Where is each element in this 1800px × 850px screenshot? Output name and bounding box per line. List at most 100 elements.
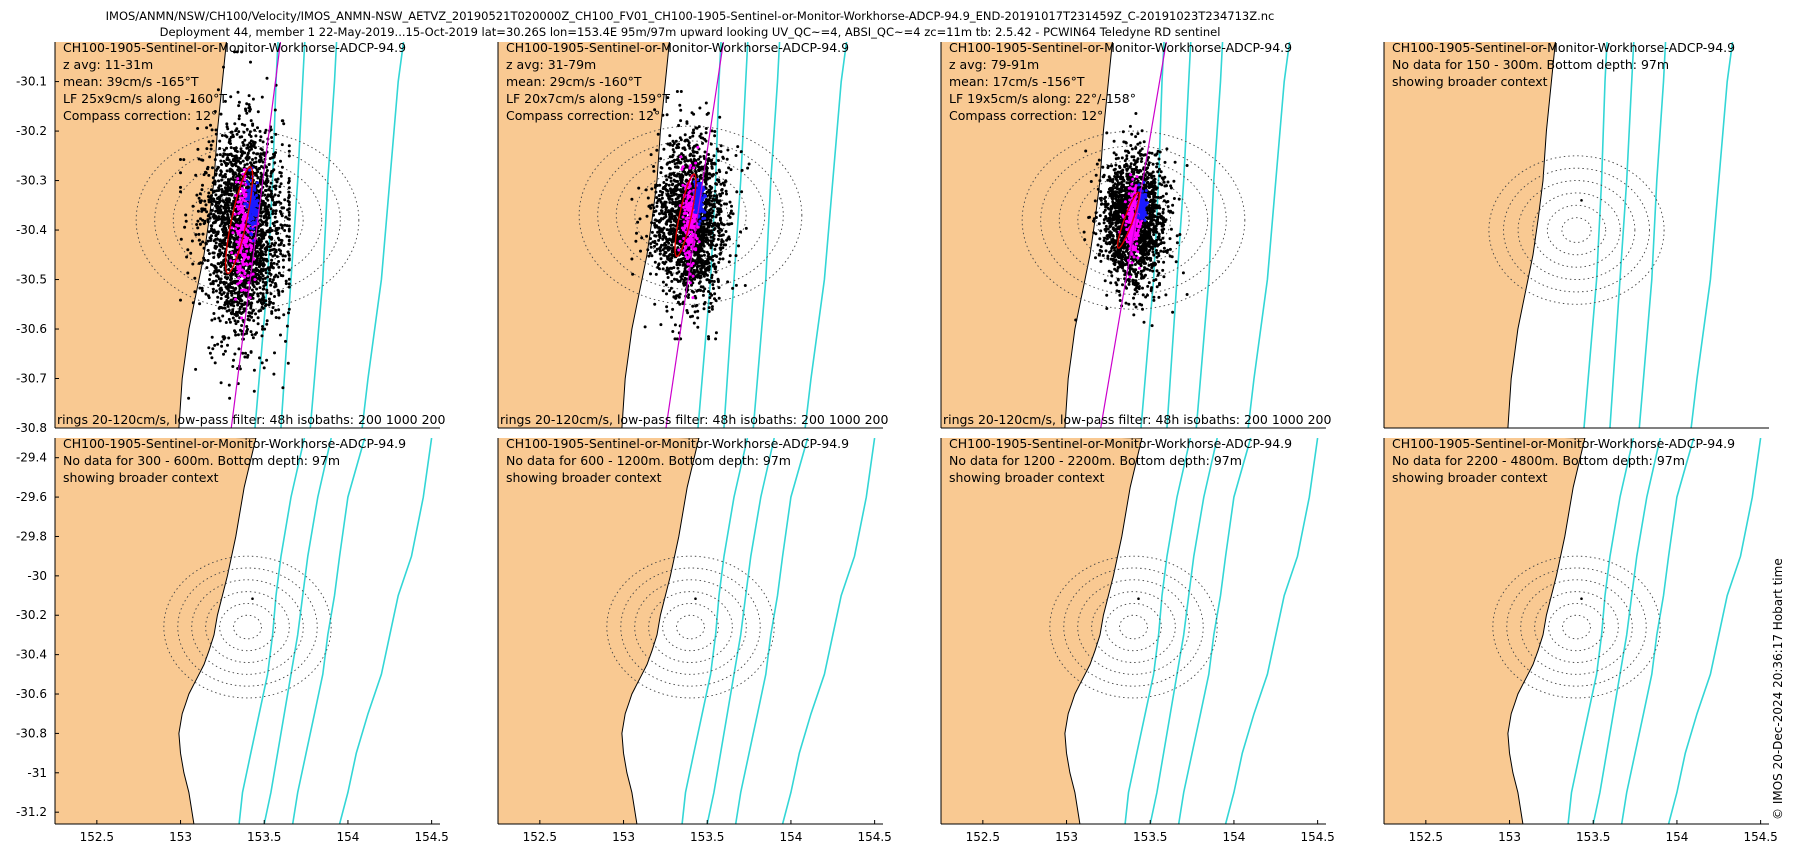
- panel-annotation-line: No data for 2200 - 4800m. Bottom depth: …: [1392, 453, 1685, 468]
- panel-annotation-line: No data for 1200 - 2200m. Bottom depth: …: [949, 453, 1242, 468]
- context-ring-1: [1562, 614, 1591, 640]
- y-tick-label: -30.2: [16, 608, 47, 622]
- context-ring-5: [1063, 567, 1204, 687]
- x-tick-label: 154.5: [1743, 830, 1777, 844]
- isobath-4000m: [1690, 42, 1734, 428]
- context-ring-5: [620, 567, 761, 687]
- context-ring-1: [1119, 614, 1148, 640]
- panel-annotation-line: LF 19x5cm/s along: 22°/-158°: [949, 91, 1136, 106]
- panel-instrument-label: CH100-1905-Sentinel-or-Monitor-Workhorse…: [949, 40, 1292, 55]
- y-tick-label: -30.5: [16, 273, 47, 287]
- speed-ring-60: [1077, 175, 1190, 266]
- isobath-200m: [238, 438, 306, 824]
- principal-axis-line: [230, 42, 282, 428]
- context-ring-4: [1520, 579, 1633, 675]
- x-tick-label: 153: [1055, 830, 1078, 844]
- context-ring-6: [1488, 155, 1665, 305]
- x-tick-label: 153.5: [1576, 830, 1610, 844]
- isobath-1000m: [280, 42, 306, 428]
- isobath-200m: [1583, 42, 1608, 428]
- y-tick-label: -30.6: [16, 322, 47, 336]
- context-ring-3: [648, 591, 733, 663]
- isobath-2000m: [1638, 42, 1667, 428]
- recent-scatter-points: [1135, 180, 1150, 222]
- isobath-2000m: [1195, 42, 1224, 428]
- panel-annotation-line: showing broader context: [506, 470, 662, 485]
- context-ring-4: [1517, 180, 1636, 280]
- y-tick-label: -30.2: [16, 124, 47, 138]
- context-ring-3: [1091, 591, 1176, 663]
- panel-annotation-line: z avg: 79-91m: [949, 57, 1039, 72]
- panel-annotation-line: No data for 600 - 1200m. Bottom depth: 9…: [506, 453, 791, 468]
- isobath-200m: [254, 42, 279, 428]
- isobath-2000m: [734, 438, 809, 824]
- x-tick-label: 153.5: [1133, 830, 1167, 844]
- y-tick-label: -30.3: [16, 174, 47, 188]
- isobath-200m: [1567, 438, 1635, 824]
- panel-annotation-line: No data for 300 - 600m. Bottom depth: 97…: [63, 453, 340, 468]
- x-tick-label: 153: [612, 830, 635, 844]
- panel-annotation-line: LF 25x9cm/s along -160°T: [63, 91, 227, 106]
- panel-plot-area: [55, 42, 405, 428]
- y-tick-label: -30.7: [16, 372, 47, 386]
- context-ring-2: [662, 602, 719, 652]
- land-area: [55, 42, 227, 428]
- land-area: [498, 42, 670, 428]
- station-marker: [251, 597, 254, 601]
- panel-0-0: -30.1 -30.2 -30.3 -30.4 -30.5 -30.6 -30.7 -30.8…: [16, 40, 489, 435]
- x-tick-label: 152.5: [80, 830, 114, 844]
- context-ring-2: [219, 602, 276, 652]
- panel-annotation-line: Compass correction: 12°: [63, 108, 217, 123]
- y-tick-label: -30.6: [16, 687, 47, 701]
- context-ring-6: [1049, 555, 1218, 699]
- y-tick-label: -30.8: [16, 726, 47, 740]
- x-tick-label: 154: [336, 830, 359, 844]
- context-ring-4: [1077, 579, 1190, 675]
- footer-timestamp: © IMOS 20-Dec-2024 20:36:17 Hobart time: [1771, 558, 1785, 820]
- panel-rings-filter-note: rings 20-120cm/s, low-pass filter: 48h i…: [57, 412, 489, 427]
- panel-1-3: 152.5 153 153.5 154 154.5 CH100-1905-Sentinel…: [1383, 436, 1778, 844]
- panel-annotation-line: Compass correction: 12°: [949, 108, 1103, 123]
- panel-instrument-label: CH100-1905-Sentinel-or-Monitor-Workhorse…: [1392, 436, 1735, 451]
- context-ring-3: [205, 591, 290, 663]
- principal-axis-line: [665, 42, 724, 428]
- y-tick-label: -29.8: [16, 529, 47, 543]
- panel-plot-area: [498, 438, 876, 824]
- panel-instrument-label: CH100-1905-Sentinel-or-Monitor-Workhorse…: [63, 436, 406, 451]
- isobath-4000m: [1667, 438, 1762, 824]
- lowpass-scatter-points: [677, 145, 703, 300]
- panel-instrument-label: CH100-1905-Sentinel-or-Monitor-Workhorse…: [949, 436, 1292, 451]
- land-area: [1384, 438, 1586, 824]
- isobath-1000m: [723, 42, 749, 428]
- isobath-4000m: [1247, 42, 1291, 428]
- speed-ring-120: [1021, 130, 1246, 310]
- panel-annotation-line: z avg: 31-79m: [506, 57, 596, 72]
- panel-annotation-line: LF 20x7cm/s along -159°T: [506, 91, 670, 106]
- context-ring-5: [177, 567, 318, 687]
- context-ring-6: [1492, 555, 1661, 699]
- isobath-4000m: [361, 42, 405, 428]
- isobath-1000m: [1592, 438, 1661, 824]
- station-marker: [1137, 597, 1140, 601]
- panel-instrument-label: CH100-1905-Sentinel-or-Monitor-Workhorse…: [1392, 40, 1735, 55]
- x-tick-label: 154.5: [414, 830, 448, 844]
- isobath-4000m: [804, 42, 848, 428]
- land-area: [941, 438, 1143, 824]
- station-marker: [1580, 199, 1583, 202]
- panel-annotation-line: showing broader context: [1392, 74, 1548, 89]
- principal-axis-line: [1100, 42, 1167, 428]
- context-ring-1: [233, 614, 262, 640]
- panel-0-3: CH100-1905-Sentinel-or-Monitor-Workhorse…: [1383, 40, 1769, 429]
- land-area: [941, 42, 1113, 428]
- variance-ellipse: [1116, 191, 1141, 249]
- context-ring-1: [676, 614, 705, 640]
- x-tick-label: 154.5: [857, 830, 891, 844]
- variance-ellipse: [674, 173, 697, 258]
- panel-annotation-line: showing broader context: [63, 470, 219, 485]
- x-tick-label: 153: [1498, 830, 1521, 844]
- figure-title-line1: IMOS/ANMN/NSW/CH100/Velocity/IMOS_ANMN-N…: [106, 9, 1275, 23]
- panel-annotation-line: Compass correction: 12°: [506, 108, 660, 123]
- x-tick-label: 152.5: [1409, 830, 1443, 844]
- panel-rings-filter-note: rings 20-120cm/s, low-pass filter: 48h i…: [500, 412, 932, 427]
- context-ring-4: [634, 579, 747, 675]
